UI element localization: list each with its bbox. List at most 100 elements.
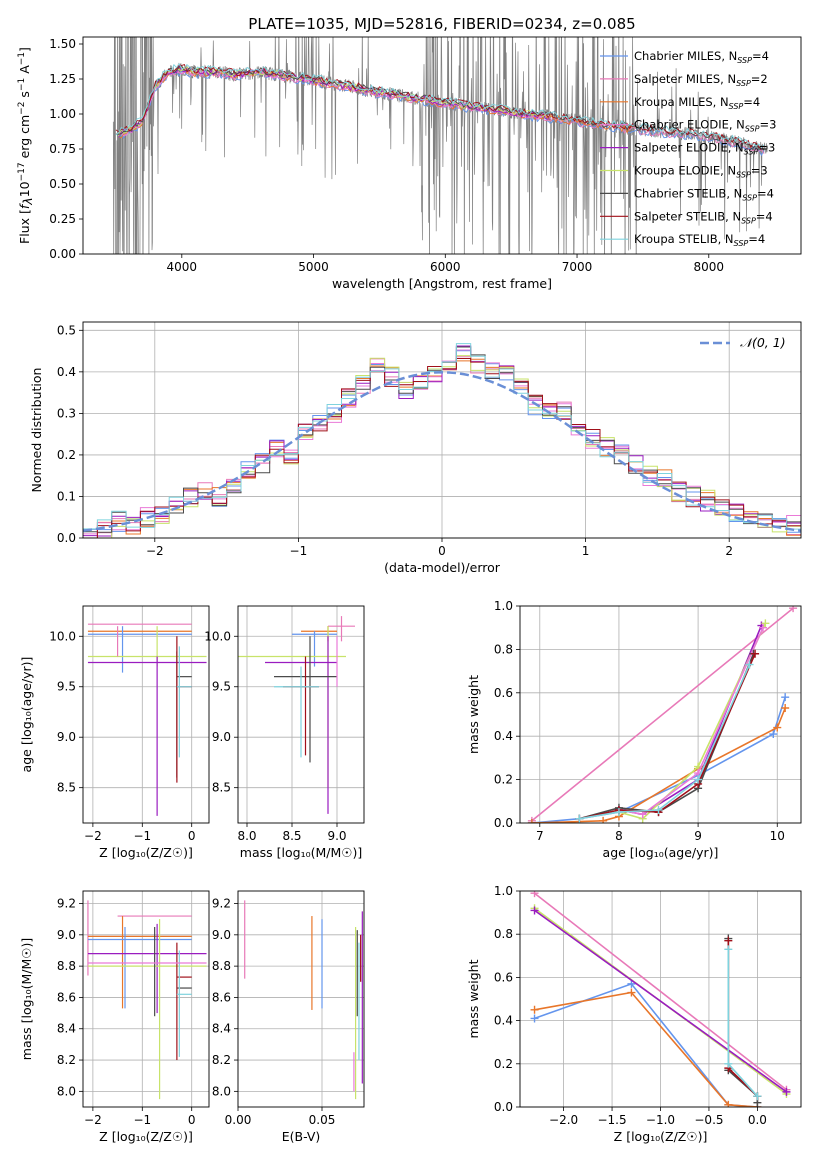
series-line [534, 892, 787, 1091]
x-axis-label: wavelength [Angstrom, rest frame] [332, 276, 552, 291]
y-tick-label: 9.5 [57, 680, 76, 694]
series-marker [527, 819, 536, 823]
x-tick-label: 0 [188, 1113, 196, 1127]
axes-frame [82, 321, 802, 539]
x-tick-label: 9.0 [327, 829, 346, 843]
axes-frame [82, 605, 210, 824]
y-tick-label: 0.4 [494, 729, 513, 743]
y-tick-label: 9.0 [57, 730, 76, 744]
age-vs-metallicity-panel: −2 −1 0 8.5 9.0 9.5 10.0 Z [log₁₀(Z/Z☉)] age [lo… [19, 605, 210, 860]
y-tick-label: 8.5 [212, 781, 231, 795]
y-tick-label: 8.4 [57, 1022, 76, 1036]
series-marker [599, 816, 608, 823]
plot-area [238, 616, 355, 814]
y-tick-label: 8.6 [212, 990, 231, 1004]
y-tick-label: 8.5 [57, 781, 76, 795]
legend-entry: Kroupa ELODIE, NSSP=3 [634, 164, 768, 180]
y-tick-label: 0.00 [49, 247, 76, 261]
x-axis-label: (data-model)/error [384, 560, 501, 575]
series-marker [781, 703, 790, 712]
x-tick-label: 0.0 [748, 1113, 767, 1127]
x-tick-label: 8.0 [237, 829, 256, 843]
series-marker [627, 979, 636, 988]
x-tick-label: 10 [770, 829, 785, 843]
y-tick-label: 0.5 [57, 323, 76, 337]
series-marker [694, 775, 703, 784]
x-tick-label: −1 [133, 829, 151, 843]
axes-frame [519, 605, 802, 824]
x-tick-label: 7 [536, 829, 544, 843]
series-marker [530, 1014, 539, 1023]
x-tick-label: −1.5 [597, 1113, 626, 1127]
plot-area [244, 900, 363, 1100]
x-tick-label: 0.05 [309, 1113, 336, 1127]
y-tick-label: 0.2 [57, 448, 76, 462]
y-tick-label: 0.0 [57, 531, 76, 545]
x-tick-label: 6000 [430, 260, 461, 274]
x-tick-label: 8000 [694, 260, 725, 274]
plot-area [87, 900, 207, 1100]
y-tick-label: 0.8 [494, 927, 513, 941]
legend-entry: Chabrier ELODIE, NSSP=3 [634, 118, 776, 134]
y-tick-label: 0.3 [57, 406, 76, 420]
y-axis-label: mass weight [466, 959, 481, 1038]
series-marker [530, 1005, 539, 1014]
series-line [579, 664, 751, 820]
x-axis-label: Z [log₁₀(Z/Z☉)] [99, 1129, 193, 1144]
age-vs-mass-panel: 8.0 8.5 9.0 8.5 9.0 9.5 10.0 mass [log₁₀(M/M☉)] [204, 605, 365, 860]
y-tick-label: 0.4 [494, 1014, 513, 1028]
x-axis-label: age [log₁₀(age/yr)] [603, 845, 719, 860]
plot-area [83, 343, 801, 538]
legend-entry: Chabrier MILES, NSSP=4 [634, 49, 769, 65]
x-tick-label: −0.5 [694, 1113, 723, 1127]
legend-entry: Chabrier STELIB, NSSP=4 [634, 186, 774, 202]
series-marker [614, 808, 623, 817]
x-tick-label: −2 [84, 829, 102, 843]
series-marker [782, 1087, 791, 1096]
x-tick-label: −1 [133, 1113, 151, 1127]
plot-area [530, 891, 791, 1107]
legend-entry: Kroupa MILES, NSSP=4 [634, 95, 760, 111]
series-marker [530, 906, 539, 915]
y-tick-label: 1.00 [49, 107, 76, 121]
series-marker [724, 1059, 733, 1068]
figure-title: PLATE=1035, MJD=52816, FIBERID=0234, z=0… [248, 15, 635, 33]
x-tick-label: 8 [615, 829, 623, 843]
y-tick-label: 8.8 [212, 959, 231, 973]
series-marker [761, 619, 770, 628]
x-axis-label: Z [log₁₀(Z/Z☉)] [614, 1129, 708, 1144]
y-tick-label: 9.0 [212, 928, 231, 942]
series-marker [530, 891, 539, 898]
series-marker [575, 814, 584, 823]
x-tick-label: 0 [188, 829, 196, 843]
y-tick-label: 9.0 [57, 928, 76, 942]
series-marker [654, 805, 663, 814]
normal-curve [83, 371, 801, 532]
y-tick-label: 8.6 [57, 990, 76, 1004]
histogram-step [83, 343, 801, 530]
y-tick-label: 0.8 [494, 642, 513, 656]
y-tick-label: 8.2 [57, 1053, 76, 1067]
y-tick-label: 0.50 [49, 177, 76, 191]
x-tick-label: 0.00 [225, 1113, 252, 1127]
legend-entry: Salpeter ELODIE, NSSP=3 [634, 141, 775, 157]
y-tick-label: 10.0 [49, 629, 76, 643]
axes-frame [82, 36, 802, 255]
y-tick-label: 8.4 [212, 1022, 231, 1036]
series-line [531, 707, 786, 823]
mass-vs-metallicity-panel: −2 −1 0 8.0 8.2 8.4 8.6 8.8 9.0 9.2 Z [log₁₀(Z/Z☉)… [19, 890, 210, 1144]
y-tick-label: 0.25 [49, 212, 76, 226]
axes-frame [519, 890, 802, 1108]
series-marker [781, 693, 790, 702]
x-tick-label: −2 [146, 544, 164, 558]
y-tick-label: 8.8 [57, 959, 76, 973]
x-tick-label: 8.5 [282, 829, 301, 843]
residual-histogram-panel: −2 −1 0 1 2 0.0 0.1 0.2 0.3 0.4 0.5 𝒩(0, 1) (data-mo… [29, 321, 802, 575]
series-line [534, 991, 758, 1107]
histogram-step [83, 345, 801, 537]
series-line [531, 607, 794, 822]
axes-frame [237, 605, 365, 824]
mass-vs-extinction-panel: 0.00 0.05 8.0 8.2 8.4 8.6 8.8 9.0 9.2 E(B-V) [212, 890, 365, 1144]
legend-entry: Salpeter STELIB, NSSP=4 [634, 209, 773, 225]
